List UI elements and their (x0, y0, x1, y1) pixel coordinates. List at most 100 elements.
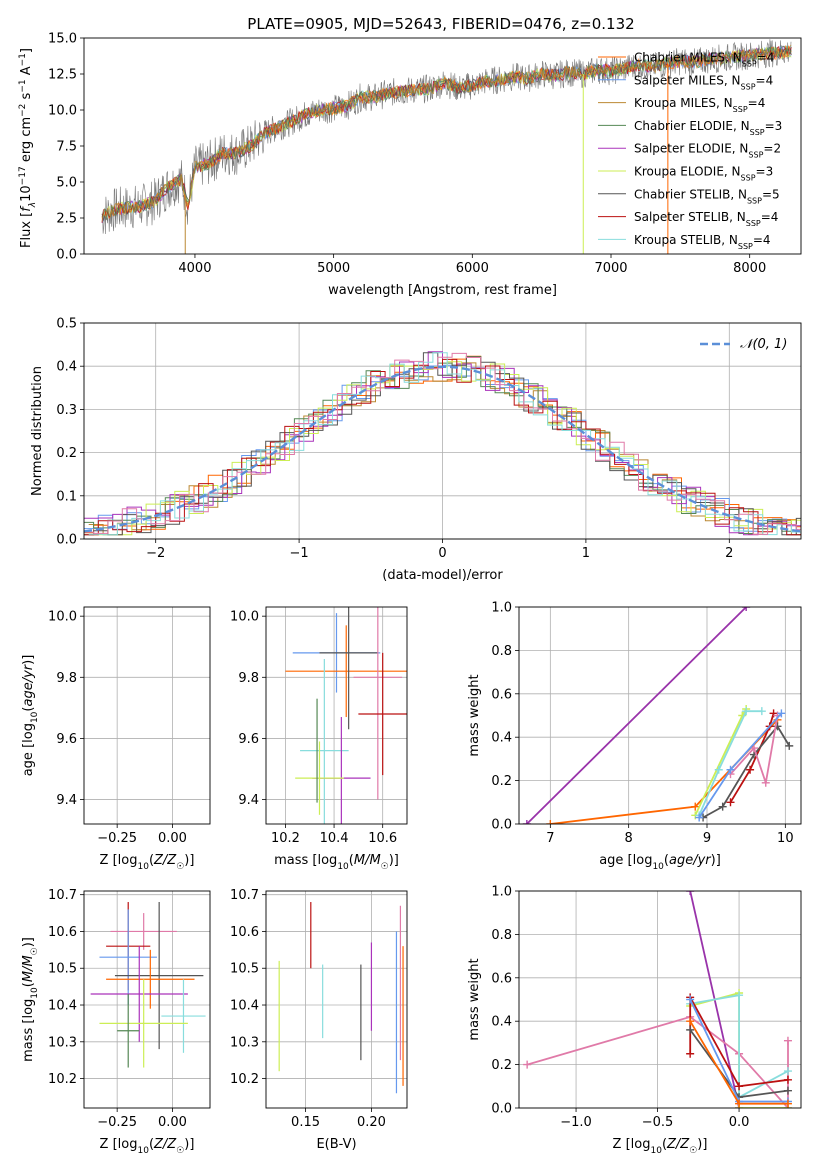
label-part: 10 (650, 1146, 662, 1156)
x-axis-label: wavelength [Angstrom, rest frame] (328, 283, 557, 298)
label-part: Normed distribution (30, 366, 45, 496)
residual-histogram-chabrier_stelib (84, 352, 801, 536)
plot-area (522, 607, 794, 824)
legend-label: Chabrier ELODIE, N (634, 119, 750, 133)
axes-frame (265, 890, 408, 1109)
y-tick-label: 10.0 (230, 610, 259, 625)
y-tick-label: 0.6 (491, 971, 512, 986)
y-tick-label: 9.8 (56, 671, 77, 686)
x-tick-label: 0.00 (158, 1115, 187, 1130)
y-tick-label: 10.3 (230, 1035, 259, 1050)
x-tick-label: 9 (703, 831, 711, 846)
mass-weight-point (695, 813, 704, 822)
label-part: )] (184, 1137, 194, 1152)
label-part: 10 (30, 987, 40, 999)
label-part: ( (21, 707, 36, 712)
y-tick-label: 0.6 (491, 687, 512, 702)
label-part: ( (149, 1137, 154, 1152)
legend-label: Kroupa ELODIE, N (634, 165, 741, 179)
axes-frame (83, 322, 802, 540)
label-part: 10 (30, 711, 40, 723)
mass-weight-point (726, 798, 735, 807)
legend-suffix: =4 (761, 210, 779, 224)
label-part: )] (184, 853, 194, 868)
label-part: ☉ (689, 1146, 697, 1156)
observed-spectrum-line (101, 39, 792, 235)
label-part: E(B-V) (316, 1137, 356, 1152)
label-part: Flux [ (19, 212, 34, 248)
mass-weight-point (735, 991, 744, 1000)
x-axis-label: mass [log10(M/M☉)] (274, 853, 399, 872)
y-tick-label: 10.7 (230, 888, 259, 903)
label-part: age/yr (669, 853, 712, 868)
label-part: A (19, 66, 34, 79)
y-tick-label: 10.3 (48, 1035, 77, 1050)
legend-suffix: =3 (756, 165, 774, 179)
label-part: )] (21, 937, 36, 947)
legend-entry: Chabrier STELIB, NSSP=5 (634, 187, 780, 205)
x-tick-label: 1 (582, 546, 590, 561)
y-tick-label: 0.2 (491, 774, 512, 789)
mass-weight-point (735, 1082, 744, 1091)
y-tick-label: 0.5 (56, 317, 77, 332)
mass-weight-point (783, 1036, 792, 1045)
y-tick-label: 10.4 (48, 999, 77, 1014)
mass-vs-ebv-panel: 0.15 0.20 10.2 10.3 10.4 10.5 10.6 10.7 E(B-V) (230, 888, 408, 1152)
residual-histogram-salpeter_elodie (84, 351, 801, 536)
figure-title: PLATE=0905, MJD=52643, FIBERID=0476, z=0… (247, 15, 634, 33)
y-tick-label: 0.4 (491, 731, 512, 746)
x-axis-label: Z [log10(Z/Z☉)] (100, 1137, 195, 1156)
x-tick-label: 2 (725, 546, 733, 561)
mass-weight-point (546, 820, 555, 824)
y-tick-label: 1.0 (491, 885, 512, 900)
label-part: age/yr (21, 663, 36, 706)
x-tick-label: −2 (146, 546, 165, 561)
legend-label: Salpeter MILES, N (634, 73, 741, 87)
y-axis-label: mass weight (467, 674, 482, 756)
mass-weight-point (746, 765, 755, 774)
y-tick-label: 5.0 (56, 176, 77, 191)
x-tick-label: 10.4 (320, 831, 349, 846)
legend-entry: Salpeter ELODIE, NSSP=2 (634, 142, 781, 160)
y-tick-label: 0.0 (56, 248, 77, 263)
legend-label: Kroupa STELIB, N (634, 233, 738, 247)
label-part: ☉ (30, 947, 40, 955)
label-part: mass weight (467, 674, 482, 756)
y-tick-label: 9.4 (238, 793, 259, 808)
x-tick-label: 6000 (456, 261, 489, 276)
mass-weight-point (783, 1099, 792, 1108)
y-tick-label: 10.2 (230, 1072, 259, 1087)
label-part: s (19, 92, 34, 103)
label-part: ] (19, 48, 34, 53)
label-part: age [log (21, 723, 36, 776)
legend-label: Chabrier MILES, N (634, 51, 742, 65)
mass-weight-point (714, 765, 723, 774)
residual-histogram-salpeter_stelib (84, 358, 801, 536)
legend-subscript: SSP (742, 59, 757, 68)
legend-suffix: =4 (757, 51, 775, 65)
axes-frame (83, 890, 211, 1109)
label-part: 10 (137, 1146, 149, 1156)
legend-entry: Chabrier ELODIE, NSSP=3 (634, 119, 782, 137)
label-part: mass [log (274, 853, 337, 868)
y-tick-label: 0.1 (56, 489, 77, 504)
x-axis-label: Z [log10(Z/Z☉)] (100, 853, 195, 872)
legend-subscript: SSP (733, 105, 748, 114)
label-part: Z [log (100, 1137, 138, 1152)
label-part: ( (149, 853, 154, 868)
legend-entry: 𝒩(0, 1) (740, 337, 787, 352)
axes-frame (83, 37, 802, 255)
label-part: Z/Z (666, 1137, 690, 1152)
y-axis-label: Flux [fλ10−17 erg cm−2 s−1 A−1] (18, 48, 38, 248)
y-tick-label: 15.0 (48, 32, 77, 47)
mass-weight-point (691, 802, 700, 811)
label-part: ☉ (176, 862, 184, 872)
y-tick-label: 10.5 (230, 962, 259, 977)
legend-subscript: SSP (750, 127, 765, 136)
mass-weight-point (686, 1025, 695, 1034)
label-part: )] (21, 655, 36, 665)
y-tick-label: 7.5 (56, 140, 77, 155)
y-axis-label: Normed distribution (30, 366, 45, 496)
label-part: M/M (354, 853, 381, 868)
